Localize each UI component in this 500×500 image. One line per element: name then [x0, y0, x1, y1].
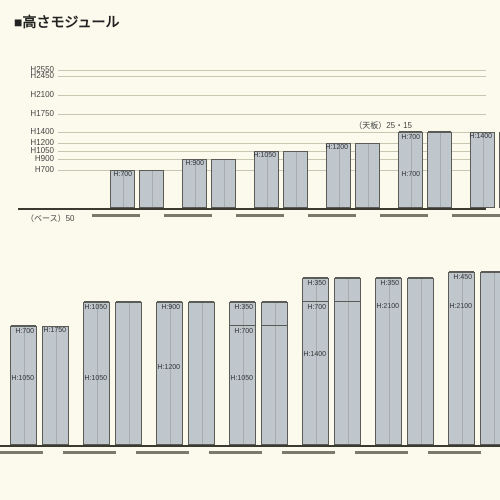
segment-label: H:1200 [325, 144, 348, 151]
unit-divider [56, 327, 57, 444]
unit-divider [421, 279, 422, 444]
unit-divider [202, 303, 203, 444]
baseline [0, 445, 500, 447]
unit-divider [368, 144, 369, 207]
unit-divider [24, 327, 25, 444]
cabinet-unit: H:900 [182, 159, 207, 208]
cabinet-unit: H:1050H:700 [10, 326, 37, 445]
y-axis-label: H2100 [20, 90, 54, 99]
gridline [58, 114, 486, 115]
base-foot [136, 451, 189, 454]
cabinet-unit [211, 159, 236, 208]
y-axis-label: H700 [20, 165, 54, 174]
unit-divider [267, 152, 268, 207]
base-foot [308, 214, 356, 217]
baseline [18, 208, 486, 210]
cabinet-unit [139, 170, 164, 208]
base-label: （ベース）50 [26, 213, 75, 224]
bottom-panel: H:1050H:700H:1750 H:1050H:1050 H:1200H:900… [0, 235, 500, 465]
cabinet-unit [188, 302, 215, 445]
unit-divider [152, 171, 153, 207]
base-foot [164, 214, 212, 217]
cabinet-unit [427, 132, 452, 208]
cabinet-unit [334, 278, 361, 445]
cabinet-unit [355, 143, 380, 208]
chart-title: ■高さモジュール [14, 12, 119, 32]
unit-divider [195, 160, 196, 207]
cabinet-unit: H:2100H:450 [448, 272, 475, 445]
segment-label: H:700 [234, 328, 253, 335]
unit-divider [494, 273, 495, 444]
cabinet-unit: H:1200 [326, 143, 351, 208]
gridline [58, 95, 486, 96]
cabinet-unit [115, 302, 142, 445]
cabinet-unit: H:1050 [254, 151, 279, 208]
cabinet-unit [407, 278, 434, 445]
cabinet-unit [480, 272, 500, 445]
segment-label: H:900 [161, 304, 180, 311]
unit-divider [224, 160, 225, 207]
y-axis-label: H1400 [20, 127, 54, 136]
cabinet-unit: H:2100H:350 [375, 278, 402, 445]
unit-divider [316, 279, 317, 444]
segment-label: H:700 [15, 328, 34, 335]
base-foot [92, 214, 140, 217]
y-axis-label: H1750 [20, 109, 54, 118]
unit-divider [296, 152, 297, 207]
unit-divider [339, 144, 340, 207]
unit-divider [411, 133, 412, 207]
y-axis-label: H900 [20, 154, 54, 163]
gridline [58, 70, 486, 71]
base-foot [282, 451, 335, 454]
base-foot [0, 451, 43, 454]
gridline [58, 76, 486, 77]
cabinet-unit [283, 151, 308, 208]
unit-divider [389, 279, 390, 444]
cabinet-unit: H:700H:700 [398, 132, 423, 208]
cabinet-unit: H:1050H:1050 [83, 302, 110, 445]
unit-divider [129, 303, 130, 444]
base-foot [428, 451, 481, 454]
segment-label: H:1050 [253, 152, 276, 159]
base-foot [63, 451, 116, 454]
base-foot [452, 214, 500, 217]
cabinet-unit: H:700 [110, 170, 135, 208]
segment-label: H:450 [453, 274, 472, 281]
base-foot [236, 214, 284, 217]
y-axis-label: H2450 [20, 71, 54, 80]
segment-label: H:700 [307, 304, 326, 311]
cabinet-unit: H:1050H:700H:350 [229, 302, 256, 445]
unit-divider [97, 303, 98, 444]
unit-divider [275, 303, 276, 444]
base-foot [380, 214, 428, 217]
unit-divider [348, 279, 349, 444]
cabinet-unit: H:1200H:900 [156, 302, 183, 445]
base-foot [355, 451, 408, 454]
cabinet-unit [261, 302, 288, 445]
cabinet-unit: H:1400H:700H:350 [302, 278, 329, 445]
unit-divider [483, 133, 484, 207]
segment-label: H:350 [307, 280, 326, 287]
unit-divider [440, 133, 441, 207]
tenban-note: （天板）25・15 [354, 120, 412, 131]
cabinet-segment [481, 301, 500, 444]
unit-divider [462, 273, 463, 444]
segment-label: H:350 [234, 304, 253, 311]
unit-divider [123, 171, 124, 207]
cabinet-unit: H:1750 [42, 326, 69, 445]
segment-label: H:350 [380, 280, 399, 287]
base-foot [209, 451, 262, 454]
unit-divider [170, 303, 171, 444]
cabinet-segment [481, 271, 500, 302]
cabinet-unit: H:1400 [470, 132, 495, 208]
unit-divider [243, 303, 244, 444]
top-panel: ■高さモジュールH2550H2450H2100H1750H1400H1200H1… [8, 8, 492, 223]
segment-label: H:1400 [469, 133, 492, 140]
